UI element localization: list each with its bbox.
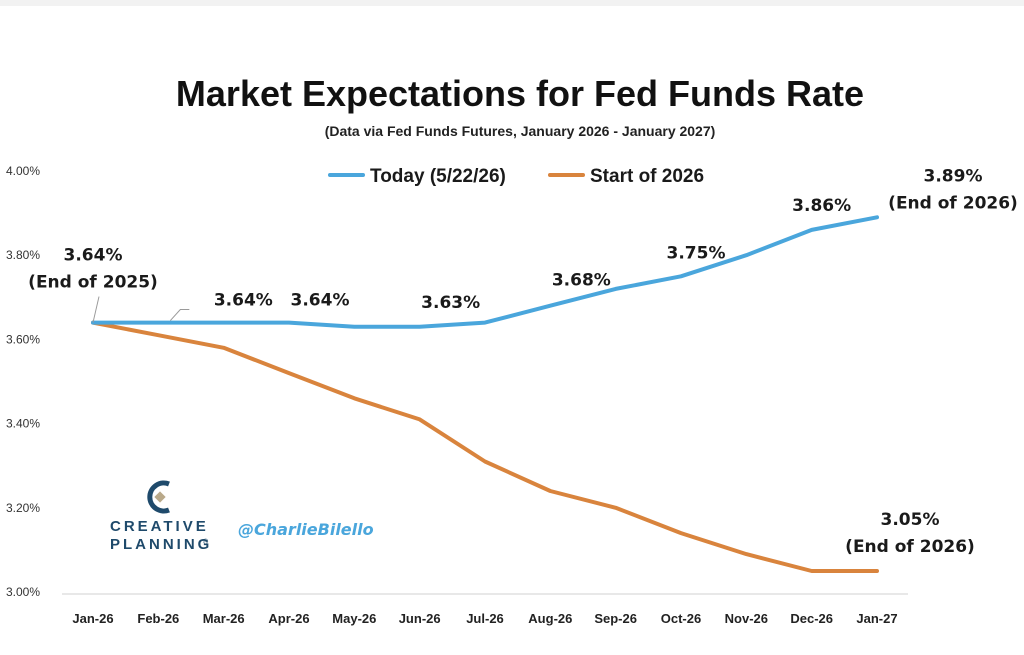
x-tick-label: Jul-26 (466, 611, 504, 626)
chart-subtitle: (Data via Fed Funds Futures, January 202… (325, 123, 716, 139)
x-tick-label: Aug-26 (528, 611, 572, 626)
point-today (418, 325, 422, 329)
series-lines (91, 215, 879, 573)
cp-mark-icon (147, 480, 170, 514)
point-today (287, 321, 291, 325)
logo-line2: PLANNING (110, 536, 212, 553)
point-today (875, 215, 879, 219)
point-today (483, 321, 487, 325)
point-today (548, 304, 552, 308)
point-start-of-2026 (222, 346, 226, 350)
point-start-of-2026 (483, 459, 487, 463)
x-axis: Jan-26 Feb-26 Mar-26 Apr-26 May-26 Jun-26 Jul-… (72, 611, 897, 626)
registered-mark-icon: ® (203, 538, 209, 546)
point-today (222, 321, 226, 325)
annotation-leader-line (169, 309, 190, 321)
y-tick-label: 3.20% (6, 501, 40, 515)
x-tick-label: Nov-26 (725, 611, 768, 626)
data-labels: 3.64% (End of 2025) 3.64% 3.64% 3.63% 3.68% 3.… (28, 166, 1018, 557)
data-label: (End of 2026) (845, 537, 975, 557)
data-label: 3.05% (881, 510, 940, 530)
data-label: 3.63% (421, 293, 480, 313)
data-label: 3.64% (291, 291, 350, 311)
point-start-of-2026 (287, 371, 291, 375)
legend-label-today: Today (5/22/26) (370, 166, 506, 187)
author-handle: @CharlieBilello (238, 520, 374, 539)
point-start-of-2026 (614, 506, 618, 510)
data-label: 3.68% (552, 271, 611, 291)
series-line-today (91, 215, 879, 329)
data-label: 3.89% (924, 166, 983, 186)
point-start-of-2026 (679, 531, 683, 535)
point-today (614, 287, 618, 291)
x-tick-label: Jan-26 (72, 611, 113, 626)
data-label: (End of 2026) (888, 193, 1018, 213)
y-tick-label: 3.80% (6, 248, 40, 262)
point-today (156, 321, 160, 325)
point-start-of-2026 (548, 489, 552, 493)
x-tick-label: Dec-26 (790, 611, 833, 626)
y-tick-label: 3.60% (6, 332, 40, 346)
creative-planning-logo: CREATIVE PLANNING ® (110, 480, 212, 553)
legend-label-start: Start of 2026 (590, 166, 704, 187)
top-strip (0, 0, 1024, 6)
point-start-of-2026 (156, 333, 160, 337)
point-today (810, 228, 814, 232)
chart-title: Market Expectations for Fed Funds Rate (176, 73, 864, 114)
point-start-of-2026 (352, 396, 356, 400)
y-tick-label: 3.00% (6, 585, 40, 599)
data-label: 3.64% (64, 246, 123, 266)
point-today (352, 325, 356, 329)
data-label: (End of 2025) (28, 273, 158, 293)
x-tick-label: Oct-26 (661, 611, 701, 626)
annotation-leader-line (92, 296, 100, 323)
logo-line1: CREATIVE (110, 518, 209, 535)
legend: Today (5/22/26) Start of 2026 (328, 166, 704, 187)
point-start-of-2026 (418, 417, 422, 421)
point-start-of-2026 (875, 569, 879, 573)
point-start-of-2026 (744, 552, 748, 556)
y-tick-label: 3.40% (6, 417, 40, 431)
y-axis: 3.00% 3.20% 3.40% 3.60% 3.80% 4.00% (6, 164, 40, 599)
x-tick-label: Mar-26 (203, 611, 245, 626)
x-tick-label: Feb-26 (137, 611, 179, 626)
data-label: 3.86% (792, 196, 851, 216)
x-tick-label: May-26 (332, 611, 376, 626)
point-today (744, 253, 748, 257)
point-start-of-2026 (810, 569, 814, 573)
x-tick-label: Jun-26 (399, 611, 441, 626)
data-label: 3.64% (214, 291, 273, 311)
x-tick-label: Sep-26 (594, 611, 637, 626)
point-today (679, 274, 683, 278)
x-tick-label: Jan-27 (856, 611, 897, 626)
data-label: 3.75% (667, 243, 726, 263)
y-tick-label: 4.00% (6, 164, 40, 178)
series-line-start-of-2026 (91, 320, 879, 573)
x-tick-label: Apr-26 (268, 611, 309, 626)
